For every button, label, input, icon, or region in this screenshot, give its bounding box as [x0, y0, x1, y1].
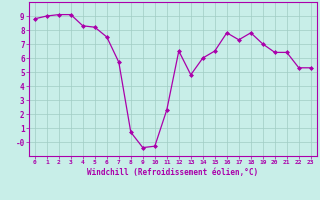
X-axis label: Windchill (Refroidissement éolien,°C): Windchill (Refroidissement éolien,°C)	[87, 168, 258, 177]
